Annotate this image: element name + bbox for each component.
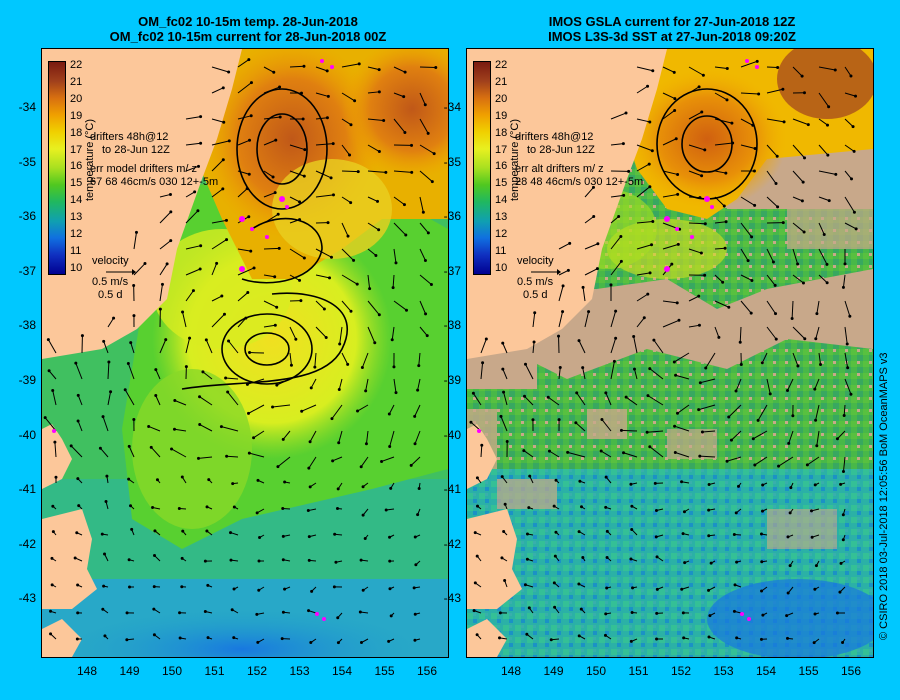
left-title-line1: OM_fc02 10-15m temp. 28-Jun-2018: [138, 14, 358, 29]
longitude-tick-label: 149: [543, 664, 564, 678]
left-colorbar-tick: 20: [70, 92, 83, 105]
right-velocity-legend: velocity 0.5 m/s 0.5 d: [517, 255, 561, 302]
longitude-tick-label: 149: [119, 664, 140, 678]
latitude-tick-label: -35: [18, 154, 36, 169]
right-colorbar-tick: 15: [495, 177, 508, 190]
right-colorbar-tick: 20: [495, 92, 508, 105]
latitude-tick-label: -36: [443, 209, 461, 224]
right-velocity-arrow-icon: [517, 268, 561, 276]
latitude-tick-label: -42: [18, 536, 36, 551]
latitude-tick-label: -38: [18, 318, 36, 333]
right-colorbar-tick: 10: [495, 261, 508, 274]
left-colorbar-tick: 19: [70, 109, 83, 122]
latitude-tick-label: -37: [443, 263, 461, 278]
right-colorbar-tick: 17: [495, 143, 508, 156]
left-velocity-legend: velocity 0.5 m/s 0.5 d: [92, 255, 136, 302]
left-velocity-time: 0.5 d: [98, 289, 123, 301]
right-colorbar-tick: 18: [495, 126, 508, 139]
right-title-line2: IMOS L3S-3d SST at 27-Jun-2018 09:20Z: [548, 29, 796, 44]
latitude-tick-label: -42: [443, 536, 461, 551]
left-colorbar-tick: 11: [70, 244, 82, 257]
left-colorbar-tick: 12: [70, 228, 83, 240]
left-velocity-arrows: [43, 58, 438, 645]
longitude-tick-label: 151: [628, 664, 649, 678]
right-title-line1: IMOS GSLA current for 27-Jun-2018 12Z: [548, 14, 796, 29]
longitude-tick-label: 152: [670, 664, 692, 678]
latitude-tick-label: -41: [443, 482, 461, 497]
right-velocity-arrows: [469, 59, 858, 645]
latitude-tick-label: -38: [443, 318, 461, 333]
longitude-tick-label: 153: [713, 664, 734, 678]
latitude-tick-label: -43: [18, 591, 36, 606]
right-colorbar-tick: 12: [495, 228, 508, 240]
left-panel-title: OM_fc02 10-15m temp. 28-Jun-2018 OM_fc02…: [38, 14, 458, 44]
latitude-tick-label: -41: [18, 482, 36, 497]
right-sst-field: [467, 49, 873, 657]
right-panel-title: IMOS GSLA current for 27-Jun-2018 12Z IM…: [462, 14, 882, 44]
longitude-tick-label: 154: [331, 664, 353, 678]
right-colorbar-tick: 16: [495, 160, 508, 173]
left-map-panel: 22 21 20 19 18 17 16 15 14 13 12 11 10 temperature (…: [41, 48, 449, 658]
left-colorbar-tick: 22: [70, 59, 83, 71]
latitude-tick-label: -40: [18, 427, 36, 442]
right-drifter-note: drifters 48h@12 to 28-Jun 12Z err alt dr…: [515, 131, 643, 189]
left-colorbar: [48, 61, 66, 275]
longitude-tick-label: 155: [798, 664, 819, 678]
latitude-tick-label: -40: [443, 427, 461, 442]
longitude-tick-label: 155: [374, 664, 395, 678]
latitude-tick-label: -39: [18, 373, 36, 387]
right-velocity-label: velocity: [517, 255, 554, 267]
longitude-tick-label: 151: [204, 664, 225, 678]
left-colorbar-tick: 18: [70, 126, 83, 139]
latitude-tick-label: -34: [18, 100, 36, 114]
left-drifters-line2: to 28-Jun 12Z: [102, 144, 170, 156]
latitude-tick-label: -34: [443, 100, 461, 114]
left-err-line2: 67 68 46cm/s 030 12+-5m: [90, 176, 219, 188]
left-colorbar-tick: 10: [70, 261, 83, 274]
right-colorbar-tick: 13: [495, 211, 508, 224]
longitude-tick-label: 148: [76, 664, 98, 678]
left-colorbar-tick: 15: [70, 177, 83, 190]
left-velocity-label: velocity: [92, 255, 129, 267]
left-colorbar-tick: 14: [70, 194, 83, 207]
right-velocity-scale: 0.5 m/s: [517, 276, 554, 288]
left-err-line1: err model drifters m/ z: [90, 163, 197, 175]
right-drifters-line1: drifters 48h@12: [515, 131, 594, 143]
longitude-tick-label: 153: [289, 664, 310, 678]
right-velocity-time: 0.5 d: [523, 289, 548, 301]
right-err-line1: err alt drifters m/ z: [515, 163, 604, 175]
longitude-tick-label: 150: [585, 664, 607, 678]
left-velocity-scale: 0.5 m/s: [92, 276, 129, 288]
right-colorbar-tick: 22: [495, 59, 508, 71]
right-colorbar-tick: 19: [495, 109, 508, 122]
right-err-line2: 28 48 46cm/s 030 12+-5m: [515, 176, 644, 188]
longitude-tick-label: 152: [246, 664, 268, 678]
left-colorbar-tick: 13: [70, 211, 83, 224]
right-drifters-line2: to 28-Jun 12Z: [527, 144, 595, 156]
latitude-tick-label: -35: [443, 154, 461, 169]
left-colorbar-tick: 16: [70, 160, 83, 173]
left-velocity-arrow-icon: [92, 268, 136, 276]
latitude-tick-label: -39: [443, 373, 461, 387]
left-colorbar-tick: 21: [70, 75, 83, 88]
latitude-tick-label: -43: [443, 591, 461, 606]
left-drifters-line1: drifters 48h@12: [90, 131, 169, 143]
longitude-tick-label: 156: [416, 664, 438, 678]
left-colorbar-tick: 17: [70, 143, 83, 156]
longitude-tick-label: 150: [161, 664, 183, 678]
longitude-tick-label: 154: [755, 664, 777, 678]
right-colorbar-tick: 21: [495, 75, 508, 88]
right-colorbar: [473, 61, 491, 275]
right-colorbar-tick: 11: [495, 244, 507, 257]
right-map-panel: 22 21 20 19 18 17 16 15 14 13 12 11 10 temperature (…: [466, 48, 874, 658]
latitude-tick-label: -36: [18, 209, 36, 224]
latitude-tick-label: -37: [18, 263, 36, 278]
longitude-tick-label: 148: [500, 664, 522, 678]
right-colorbar-tick: 14: [495, 194, 508, 207]
left-title-line2: OM_fc02 10-15m current for 28-Jun-2018 0…: [109, 29, 387, 44]
longitude-tick-label: 156: [840, 664, 862, 678]
left-drifter-note: drifters 48h@12 to 28-Jun 12Z err model …: [90, 131, 218, 189]
left-sst-field: [42, 49, 448, 657]
credit-text: © CSIRO 2018 03-Jul-2018 12:05:56 BoM Oc…: [878, 352, 890, 640]
